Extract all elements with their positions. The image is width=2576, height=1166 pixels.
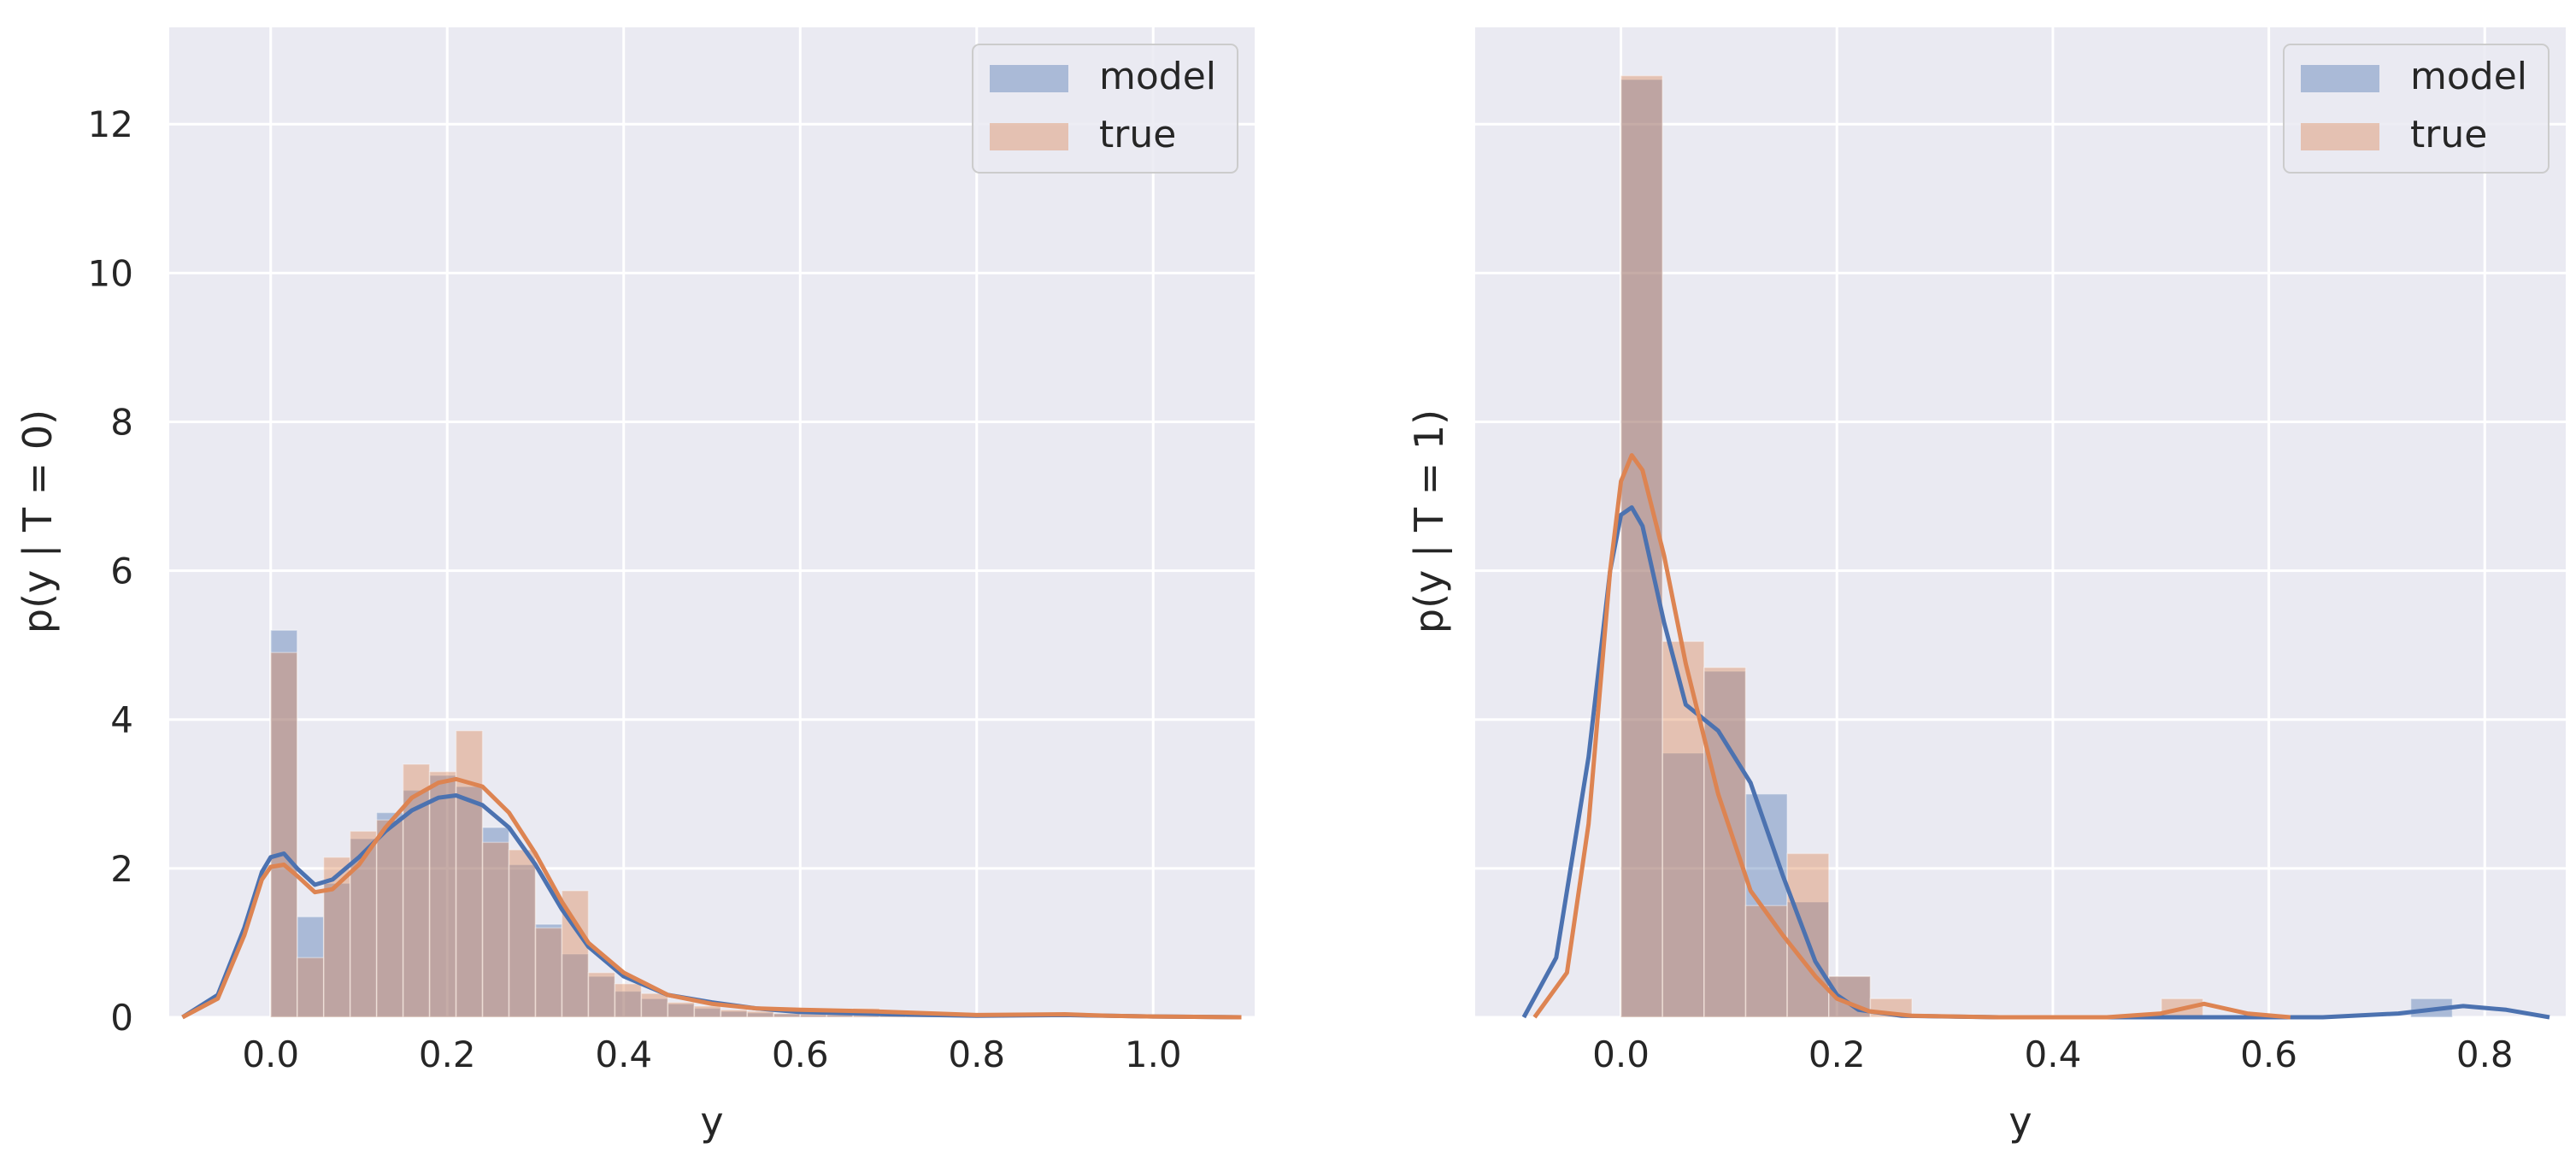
x-axis-label: y <box>2008 1098 2032 1145</box>
hist-bar-true <box>508 849 537 1018</box>
hist-bar-model <box>1661 752 1705 1018</box>
hist-bar-true <box>455 730 484 1018</box>
hist-bar-model <box>455 786 484 1018</box>
hist-bar-model <box>402 789 431 1018</box>
legend: model true <box>2283 44 2550 174</box>
legend: model true <box>972 44 1238 174</box>
x-tick-label: 0.8 <box>2456 1034 2514 1075</box>
hist-bar-model <box>296 916 325 1018</box>
legend-swatch-model <box>2301 65 2379 92</box>
y-tick-label: 2 <box>110 848 133 890</box>
legend-box <box>972 44 1238 174</box>
kde-line-model <box>1521 505 2550 1020</box>
histogram-true <box>269 651 1092 1018</box>
y-axis-label: p(y | T = 0) <box>15 409 62 633</box>
hist-bar-true <box>640 992 669 1018</box>
hist-bar-model <box>773 1012 802 1018</box>
hist-bar-model <box>720 1010 749 1018</box>
hist-bar-true <box>746 1010 775 1018</box>
hist-bar-model <box>481 827 510 1018</box>
legend-box <box>2283 44 2550 174</box>
y-tick-label: 0 <box>110 997 133 1039</box>
hist-bar-model <box>375 811 404 1018</box>
kde-line-true <box>1532 453 2291 1020</box>
hist-bar-model <box>428 774 457 1018</box>
y-axis-label: p(y | T = 1) <box>1406 409 1453 633</box>
hist-bar-true <box>1620 74 1663 1018</box>
hist-bar-true <box>614 983 643 1018</box>
x-tick-label: 0.6 <box>2240 1034 2297 1075</box>
legend-swatch-model <box>990 65 1068 92</box>
hist-bar-model <box>746 1012 775 1018</box>
legend-label-model: model <box>1099 55 1216 98</box>
hist-bar-model <box>587 975 616 1018</box>
hist-bar-model <box>322 882 351 1018</box>
hist-bar-true <box>773 1012 802 1018</box>
legend-label-model: model <box>2410 55 2527 98</box>
hist-bar-true <box>667 1001 696 1018</box>
hist-bar-true <box>534 927 563 1018</box>
left-panel-t0: 0.0 0.2 0.4 0.6 0.8 1.0 0 2 4 6 8 10 12 y p(y | T = 0)… <box>15 27 1255 1145</box>
hist-bar-true <box>1786 852 1830 1018</box>
hist-bar-true <box>1744 904 1788 1018</box>
hist-bar-true <box>1661 640 1705 1018</box>
legend-label-true: true <box>1099 113 1176 156</box>
legend-label-true: true <box>2410 113 2487 156</box>
hist-bar-true <box>587 972 616 1018</box>
x-tick-label: 0.6 <box>772 1034 829 1075</box>
x-tick-label: 1.0 <box>1125 1034 1182 1075</box>
x-tick-label: 0.2 <box>419 1034 476 1075</box>
hist-bar-true <box>481 841 510 1018</box>
hist-bar-model <box>614 990 643 1018</box>
legend-swatch-true <box>2301 123 2379 150</box>
x-tick-label: 0.4 <box>2025 1034 2082 1075</box>
y-tick-label: 4 <box>110 699 133 741</box>
hist-bar-true <box>1703 667 1747 1018</box>
grid <box>169 27 1255 1019</box>
plot-area <box>169 27 1255 1017</box>
histogram-model <box>269 629 1092 1018</box>
y-tick-label: 8 <box>110 401 133 443</box>
x-tick-label: 0.2 <box>1808 1034 1866 1075</box>
hist-bar-model <box>640 998 669 1018</box>
legend-swatch-true <box>990 123 1068 150</box>
y-tick-label: 10 <box>88 252 133 294</box>
kde-line-true <box>181 776 1242 1020</box>
y-tick-label: 6 <box>110 551 133 592</box>
hist-bar-model <box>1703 670 1747 1018</box>
hist-bar-model <box>269 629 298 1018</box>
hist-bar-model <box>1786 901 1830 1018</box>
hist-bar-model <box>799 1014 827 1018</box>
hist-bar-model <box>534 923 563 1018</box>
hist-bar-model <box>693 1007 722 1018</box>
x-tick-label: 0.0 <box>242 1034 299 1075</box>
hist-bar-true <box>296 957 325 1018</box>
hist-bar-true <box>720 1009 749 1018</box>
hist-bar-true <box>375 819 404 1018</box>
hist-bar-true <box>428 770 457 1018</box>
hist-bar-true <box>693 1005 722 1018</box>
y-tick-label: 12 <box>88 103 133 145</box>
x-tick-label: 0.8 <box>948 1034 1005 1075</box>
x-tick-label: 0.4 <box>595 1034 652 1075</box>
hist-bar-true <box>269 651 298 1018</box>
x-tick-label: 0.0 <box>1592 1034 1650 1075</box>
hist-bar-model <box>561 953 590 1018</box>
hist-bar-model <box>667 1003 696 1018</box>
histogram-true <box>1620 74 2204 1018</box>
right-panel-t1: 0.0 0.2 0.4 0.6 0.8 y p(y | T = 1) model true <box>1406 27 2566 1145</box>
hist-bar-model <box>508 863 537 1018</box>
x-axis-label: y <box>700 1098 723 1145</box>
